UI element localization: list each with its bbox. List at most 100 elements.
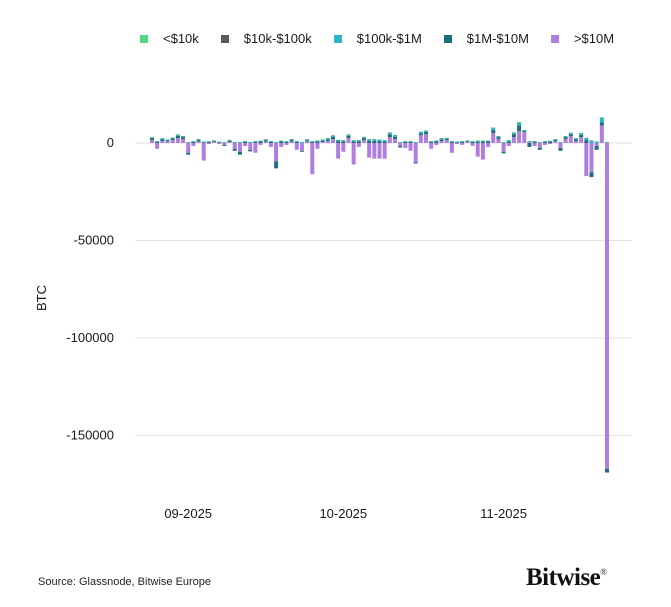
bar-segment: [284, 141, 289, 143]
bar-segment: [336, 143, 341, 159]
bar-segment: [594, 145, 599, 150]
bar-segment: [439, 139, 444, 142]
bar-segment: [429, 142, 434, 143]
bar-segment: [196, 140, 201, 142]
bar-segment: [310, 143, 315, 175]
bar-segment: [589, 172, 594, 178]
bar-segment: [237, 151, 242, 155]
bar-segment: [356, 141, 361, 143]
bar-segment: [553, 139, 558, 140]
bar-segment: [227, 140, 232, 143]
bar-segment: [382, 140, 387, 142]
bar-segment: [548, 141, 553, 142]
bar-segment: [470, 143, 475, 146]
bar-segment: [408, 142, 413, 143]
bar-segment: [537, 143, 542, 148]
bar-segment: [150, 137, 154, 139]
bar-segment: [403, 141, 408, 142]
bar-segment: [506, 141, 511, 143]
bar-segment: [387, 137, 392, 143]
bar-segment: [325, 138, 330, 140]
bar-segment: [522, 132, 527, 143]
bar-segment: [387, 132, 392, 135]
bar-segment: [573, 141, 578, 143]
bar-segment: [439, 138, 444, 140]
bar-segment: [393, 139, 398, 143]
bar-segment: [444, 138, 449, 139]
bar-segment: [491, 129, 496, 134]
bar-segment: [320, 139, 325, 141]
bar-segment: [444, 138, 449, 141]
legend-swatch: [333, 34, 342, 43]
bar-segment: [605, 142, 609, 143]
bar-segment: [579, 133, 584, 135]
bar-segment: [486, 141, 491, 143]
bar-segment: [253, 141, 258, 142]
bar-segment: [511, 134, 516, 138]
bar-segment: [160, 139, 165, 142]
bar-segment: [155, 141, 160, 143]
bar-segment: [227, 142, 232, 143]
bar-segment: [568, 136, 573, 143]
bar-segment: [584, 138, 589, 141]
bar-segment: [227, 140, 232, 141]
gridlines: [135, 142, 632, 436]
bar-segment: [201, 141, 206, 143]
bar-segment: [232, 142, 237, 143]
bar-segment: [274, 161, 279, 169]
bar-segment: [599, 122, 604, 126]
legend-label: $1M-$10M: [466, 31, 529, 46]
bar-segment: [537, 142, 542, 143]
legend-label: $10k-$100k: [243, 31, 312, 46]
bar-segment: [243, 141, 248, 143]
legend-swatch: [140, 34, 148, 43]
bar-segment: [372, 143, 377, 159]
bar-segment: [527, 142, 532, 143]
bar-segment: [553, 139, 558, 142]
bar-segment: [367, 143, 372, 158]
bar-segment: [253, 141, 258, 143]
bar-segment: [465, 140, 470, 142]
bar-segment: [418, 133, 423, 136]
bar-segment: [418, 132, 423, 134]
bar-segment: [594, 141, 599, 143]
legend-item-lt10k: <$10k: [140, 31, 199, 46]
bar-segment: [346, 135, 351, 139]
bar-segment: [258, 143, 263, 145]
bar-segment: [377, 143, 382, 159]
bar-segment: [150, 138, 154, 141]
bar-segment: [330, 135, 335, 137]
bar-segment: [444, 140, 449, 143]
bar-segment: [268, 142, 273, 143]
bar-segment: [217, 142, 222, 143]
bar-segment: [434, 143, 439, 145]
bar-segment: [413, 143, 418, 163]
bar-segment: [491, 127, 496, 130]
bar-segment: [274, 142, 279, 143]
bar-segment: [424, 131, 429, 135]
bar-segment: [558, 143, 563, 148]
bar-segment: [274, 143, 279, 162]
bar-segment: [263, 139, 268, 141]
bar-segment: [532, 142, 537, 143]
legend-item-10k-100k: $10k-$100k: [220, 31, 312, 46]
bar-segment: [336, 141, 341, 143]
bar-segment: [429, 143, 434, 149]
bar-segment: [289, 140, 294, 142]
bar-segment: [165, 140, 170, 142]
bar-segment: [496, 139, 501, 143]
bar-segment: [398, 142, 403, 143]
bar-segment: [351, 141, 356, 143]
bar-segment: [232, 143, 237, 149]
bar-segment: [284, 143, 289, 145]
bar-segment: [548, 143, 553, 144]
bar-segment: [589, 140, 594, 143]
bar-segment: [480, 143, 485, 160]
legend-label: $100k-$1M: [356, 31, 422, 46]
bar-segment: [517, 122, 522, 126]
bar-segment: [212, 141, 217, 143]
bar-segment: [155, 142, 160, 143]
bar-segment: [501, 151, 506, 154]
bars: [150, 117, 609, 473]
bar-segment: [367, 140, 372, 143]
